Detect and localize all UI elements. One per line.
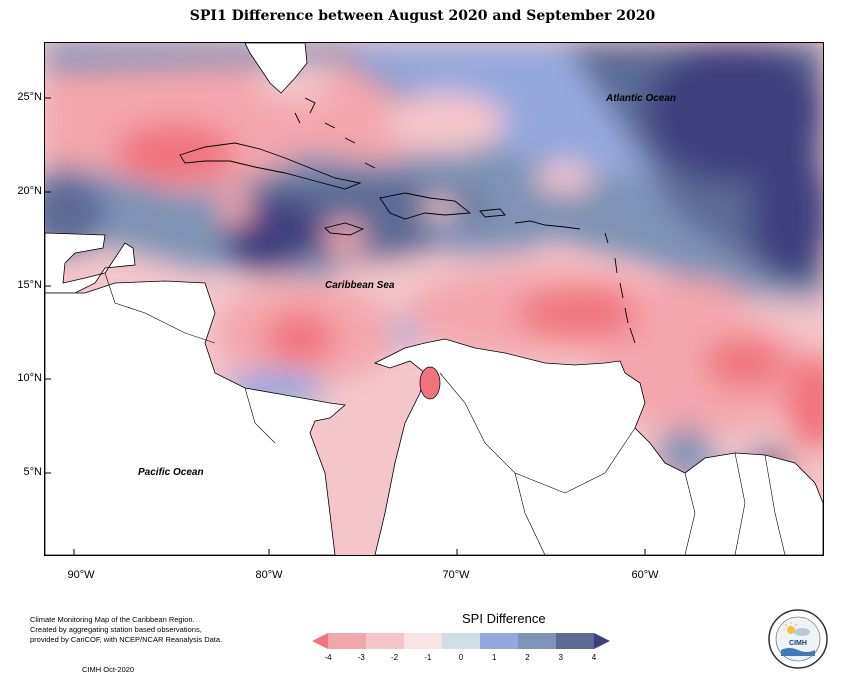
graticule-ticks — [45, 97, 646, 555]
pacific-ocean-label: Pacific Ocean — [138, 467, 204, 478]
land-masses — [45, 43, 823, 555]
footnote-line-2: Created by aggregating station based obs… — [30, 625, 202, 634]
lat-tick-10n: 10°N — [17, 372, 42, 384]
legend-arrow-low — [312, 633, 328, 649]
atlantic-ocean-label: Atlantic Ocean — [606, 93, 677, 104]
legend-tick-label: 3 — [558, 653, 563, 662]
yucatan-land — [45, 232, 136, 294]
spi-field — [45, 43, 823, 555]
legend-tick-label: -3 — [357, 653, 365, 662]
virgin-islands-outline — [514, 220, 581, 230]
legend-swatch — [480, 633, 518, 649]
footnote-credit: CIMH Oct-2020 — [82, 665, 135, 674]
legend-tick-label: 4 — [591, 653, 597, 662]
legend-tick-label: -1 — [424, 653, 432, 662]
lat-tick-15n: 15°N — [17, 279, 42, 291]
bahamas-outline — [294, 97, 376, 169]
lon-tick-70w: 70°W — [442, 569, 470, 581]
legend-tick-label: 2 — [525, 653, 530, 662]
lake-maracaibo — [419, 366, 441, 400]
hispaniola-outline — [379, 192, 472, 220]
legend-swatch — [442, 633, 480, 649]
cimh-logo: CIMH — [768, 609, 828, 669]
logo-text: CIMH — [789, 640, 807, 647]
cuba-outline — [179, 142, 362, 190]
lat-tick-20n: 20°N — [17, 185, 42, 197]
legend-swatch — [556, 633, 594, 649]
country-borders — [104, 272, 786, 555]
legend-swatch — [366, 633, 404, 649]
lon-tick-80w: 80°W — [255, 569, 283, 581]
map-canvas — [45, 43, 823, 555]
legend-tick-label: 0 — [458, 653, 464, 662]
legend-arrow-high — [594, 633, 610, 649]
lon-tick-90w: 90°W — [67, 569, 95, 581]
map-title: SPI1 Difference between August 2020 and … — [189, 8, 656, 24]
central-america-land — [45, 280, 346, 555]
legend-tick-label: -4 — [324, 653, 332, 662]
legend-tick-label: 1 — [492, 653, 497, 662]
legend-colorbar — [312, 633, 610, 649]
puerto-rico-outline — [479, 208, 506, 218]
caribbean-sea-label: Caribbean Sea — [325, 280, 395, 291]
legend-swatch — [518, 633, 556, 649]
legend-swatch — [404, 633, 442, 649]
source-footnote: Climate Monitoring Map of the Caribbean … — [30, 615, 270, 674]
lat-tick-5n: 5°N — [23, 466, 42, 478]
spi-difference-map — [44, 42, 824, 556]
legend-swatch — [328, 633, 366, 649]
legend-title: SPI Difference — [462, 611, 546, 626]
footnote-line-3: provided by CariCOF, with NCEP/NCAR Rean… — [30, 635, 223, 644]
footnote-line-1: Climate Monitoring Map of the Caribbean … — [30, 615, 195, 624]
florida-land — [244, 43, 308, 94]
lesser-antilles-outline — [604, 232, 636, 344]
lon-tick-60w: 60°W — [631, 569, 659, 581]
caribbean-islands — [179, 97, 636, 344]
legend-tick-label: -2 — [390, 653, 399, 662]
lat-tick-25n: 25°N — [17, 91, 42, 103]
jamaica-outline — [324, 222, 365, 236]
